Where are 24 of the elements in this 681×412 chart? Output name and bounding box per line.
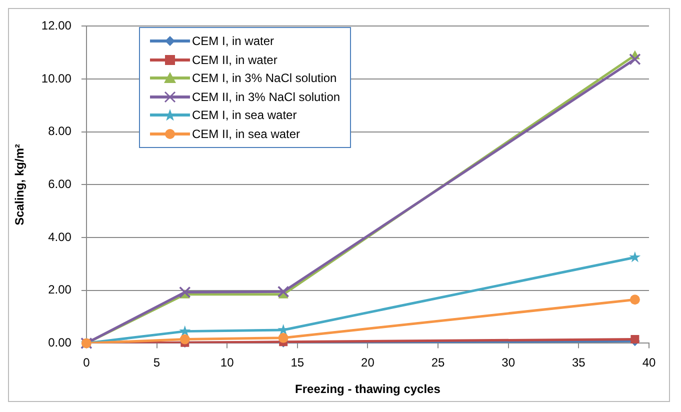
x-tick-label: 0 [83,356,90,370]
x-tick-label: 10 [220,356,234,370]
legend-label: CEM I, in water [192,34,274,48]
legend-label: CEM II, in sea water [192,126,300,141]
y-tick-label: 4.00 [48,230,72,244]
y-tick-label: 12.00 [41,18,72,33]
x-tick-label: 20 [361,356,375,370]
legend-label: CEM II, in water [192,52,278,67]
x-tick-label: 25 [431,356,446,370]
x-tick-label: 15 [290,356,304,370]
x-tick-label: 30 [502,356,516,370]
y-tick-label: 0.00 [48,336,72,350]
y-tick-label: 10.00 [41,71,72,86]
x-tick-label: 40 [642,356,656,370]
legend-label: CEM I, in 3% NaCl solution [192,71,337,86]
y-tick-label: 8.00 [48,124,72,138]
x-axis-title: Freezing - thawing cycles [295,382,441,396]
y-axis-title: Scaling, kg/m² [12,144,27,226]
legend-label: CEM I, in sea water [192,108,297,122]
legend-label: CEM II, in 3% NaCl solution [192,90,340,104]
y-tick-label: 2.00 [48,282,72,297]
x-tick-label: 35 [572,356,586,370]
y-tick-label: 6.00 [48,177,72,192]
x-tick-label: 5 [153,356,160,370]
